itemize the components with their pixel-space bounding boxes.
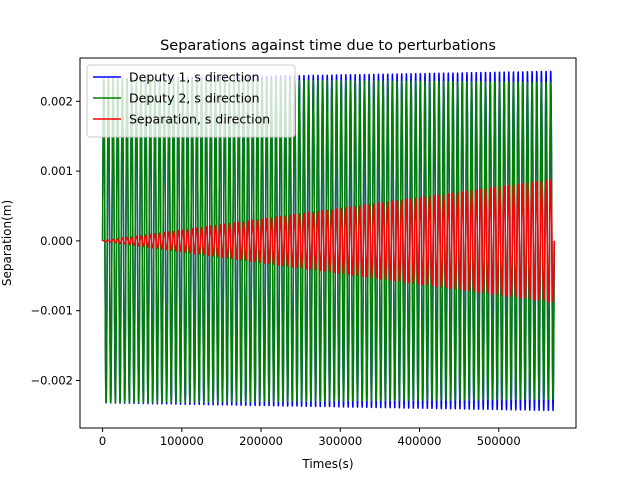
y-tick-label: 0.000	[40, 234, 73, 248]
legend: Deputy 1, s direction Deputy 2, s directi…	[86, 64, 296, 138]
y-axis-label: Separation(m)	[0, 200, 14, 286]
x-tick-label: 300000	[318, 434, 362, 448]
x-axis-label: Times(s)	[301, 457, 353, 471]
legend-label: Separation, s direction	[129, 112, 270, 127]
x-tick-label: 500000	[477, 434, 521, 448]
legend-label: Deputy 2, s direction	[129, 91, 260, 106]
legend-box	[86, 64, 296, 138]
x-tick-label: 100000	[160, 434, 204, 448]
x-axis: 0 100000 200000 300000 400000 500000	[99, 428, 521, 448]
y-tick-label: 0.002	[40, 94, 73, 108]
chart-title: Separations against time due to perturba…	[160, 38, 496, 54]
x-tick-label: 0	[99, 434, 106, 448]
y-axis: −0.002 −0.001 0.000 0.001 0.002	[30, 94, 80, 388]
plot-frame	[79, 57, 577, 429]
x-tick-label: 200000	[239, 434, 283, 448]
y-tick-label: −0.002	[30, 374, 73, 388]
series-line-3	[101, 179, 555, 303]
legend-label: Deputy 1, s direction	[129, 70, 260, 85]
x-tick-label: 400000	[398, 434, 442, 448]
y-tick-label: −0.001	[30, 304, 73, 318]
y-tick-label: 0.001	[40, 164, 73, 178]
